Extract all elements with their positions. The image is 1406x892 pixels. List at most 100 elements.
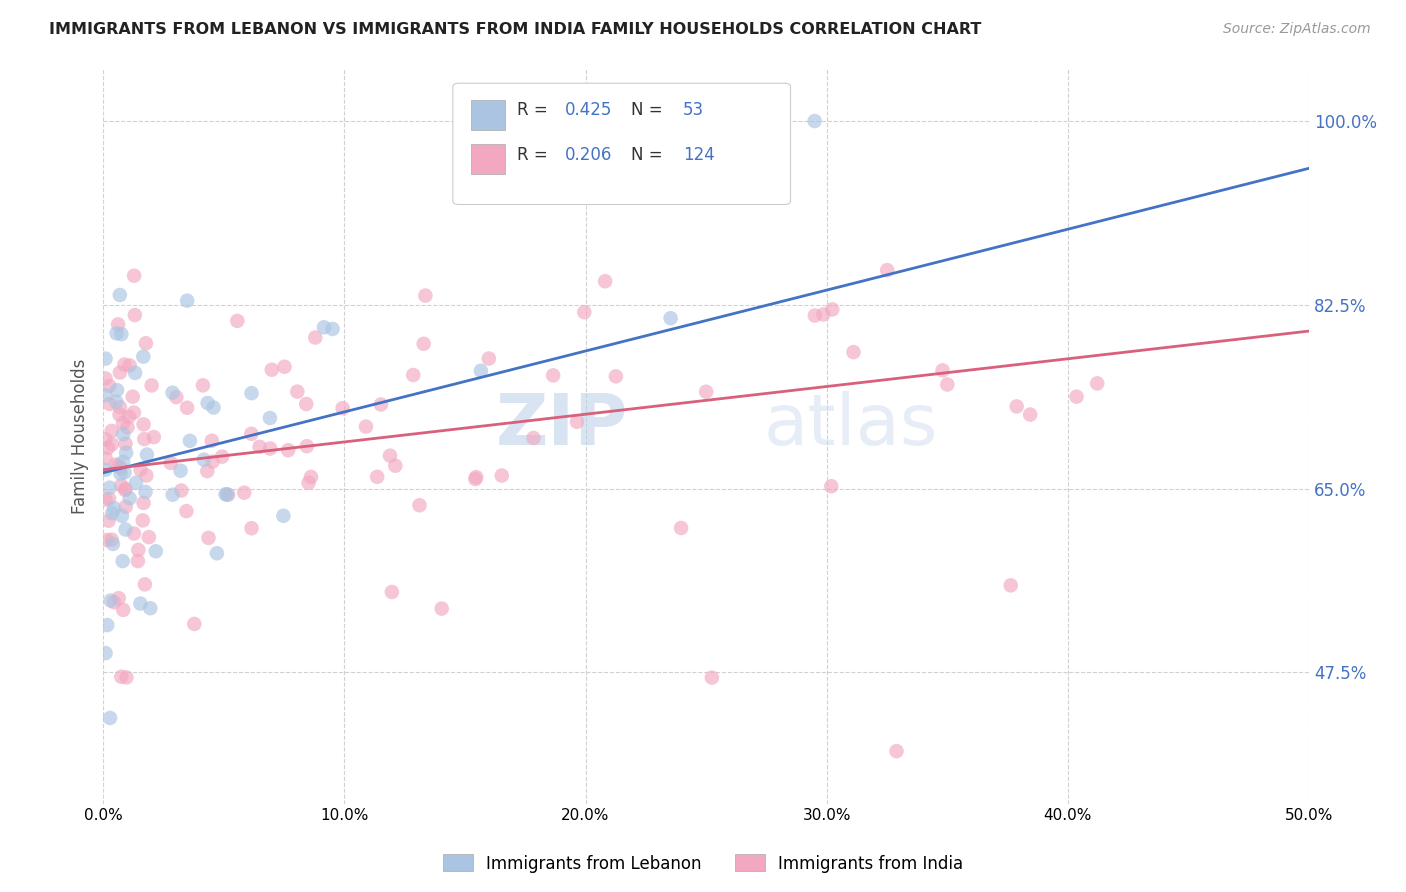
- Point: [240, 521, 263, 535]
- Point: [100, 533, 122, 547]
- Point: [96, 533, 118, 547]
- Point: [105, 326, 128, 341]
- Point: [114, 466, 136, 480]
- Point: [98, 379, 121, 393]
- Point: [260, 362, 283, 376]
- Point: [94, 388, 117, 402]
- Point: [803, 114, 825, 128]
- Point: [111, 554, 134, 568]
- Point: [124, 366, 146, 380]
- Point: [179, 434, 201, 448]
- Point: [103, 595, 125, 609]
- Point: [886, 744, 908, 758]
- Point: [105, 383, 128, 397]
- Point: [842, 345, 865, 359]
- Point: [165, 390, 187, 404]
- Point: [98, 481, 121, 495]
- Point: [384, 458, 406, 473]
- Point: [117, 420, 139, 434]
- Point: [142, 430, 165, 444]
- Point: [101, 537, 124, 551]
- Point: [100, 593, 122, 607]
- Point: [134, 484, 156, 499]
- Point: [94, 451, 117, 466]
- Point: [97, 514, 120, 528]
- Point: [122, 268, 145, 283]
- Point: [408, 498, 430, 512]
- Point: [115, 445, 138, 459]
- Point: [103, 501, 125, 516]
- Point: [108, 400, 131, 414]
- Point: [110, 478, 132, 492]
- Point: [118, 409, 141, 424]
- Point: [593, 274, 616, 288]
- Point: [299, 470, 322, 484]
- Text: IMMIGRANTS FROM LEBANON VS IMMIGRANTS FROM INDIA FAMILY HOUSEHOLDS CORRELATION C: IMMIGRANTS FROM LEBANON VS IMMIGRANTS FR…: [49, 22, 981, 37]
- Point: [478, 351, 501, 366]
- Point: [415, 288, 437, 302]
- Point: [193, 452, 215, 467]
- Text: 53: 53: [683, 102, 704, 120]
- Point: [491, 468, 513, 483]
- Point: [94, 492, 117, 507]
- Point: [215, 487, 238, 501]
- Point: [304, 330, 326, 344]
- Point: [322, 322, 344, 336]
- Point: [176, 401, 198, 415]
- Point: [1019, 408, 1042, 422]
- Point: [108, 366, 131, 380]
- Point: [112, 427, 135, 442]
- Point: [402, 368, 425, 382]
- Text: 0.206: 0.206: [565, 145, 613, 163]
- Text: ZIP: ZIP: [495, 391, 627, 459]
- FancyBboxPatch shape: [453, 83, 790, 204]
- Point: [273, 508, 295, 523]
- Point: [122, 406, 145, 420]
- Point: [295, 439, 318, 453]
- Point: [121, 390, 143, 404]
- Point: [195, 464, 218, 478]
- Point: [522, 431, 544, 445]
- Point: [273, 359, 295, 374]
- Point: [136, 448, 159, 462]
- Point: [176, 504, 198, 518]
- Point: [176, 293, 198, 308]
- Point: [226, 314, 249, 328]
- Point: [101, 506, 124, 520]
- Point: [134, 577, 156, 591]
- Point: [936, 377, 959, 392]
- Point: [94, 463, 117, 477]
- Point: [804, 309, 827, 323]
- Point: [162, 488, 184, 502]
- Point: [98, 397, 121, 411]
- Point: [312, 320, 335, 334]
- Point: [669, 521, 692, 535]
- Point: [112, 603, 135, 617]
- Point: [370, 397, 392, 411]
- Point: [695, 384, 717, 399]
- Point: [470, 364, 492, 378]
- Point: [110, 670, 132, 684]
- Point: [240, 426, 263, 441]
- Text: R =: R =: [517, 145, 553, 163]
- Point: [107, 318, 129, 332]
- Point: [110, 460, 132, 475]
- Point: [134, 432, 156, 446]
- Point: [201, 434, 224, 448]
- Point: [97, 441, 120, 455]
- Point: [197, 396, 219, 410]
- Point: [1005, 400, 1028, 414]
- Point: [277, 443, 299, 458]
- Point: [98, 711, 121, 725]
- Text: 0.425: 0.425: [565, 102, 613, 120]
- Point: [430, 601, 453, 615]
- Point: [112, 455, 135, 469]
- Point: [124, 308, 146, 322]
- Point: [129, 463, 152, 477]
- Point: [541, 368, 564, 383]
- Point: [145, 544, 167, 558]
- Point: [125, 475, 148, 490]
- Point: [820, 479, 842, 493]
- Point: [201, 455, 224, 469]
- Point: [118, 359, 141, 373]
